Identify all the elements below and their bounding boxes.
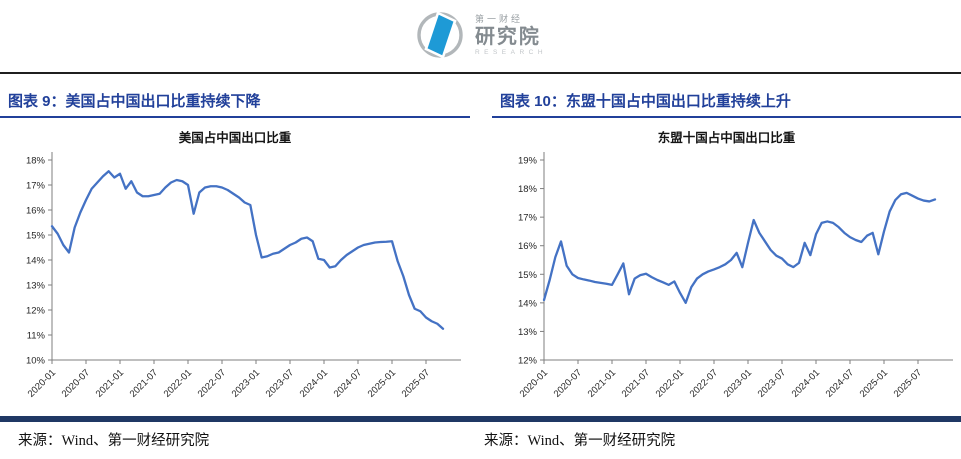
figure-9-chart-title: 美国占中国出口比重 [178,131,292,145]
figures-row: 图表 9：美国占中国出口比重持续下降 美国占中国出口比重 10% 11% 12% 13… [0,88,961,416]
y-tick-label: 12% [518,356,538,367]
y-tick-label: 17% [26,181,46,192]
x-tick-label: 2021-01 [94,367,126,399]
us-share-line-chart: 10% 11% 12% 13% 14% 15% 16% 17% 18% 2020-01 2020-0… [0,148,470,416]
x-tick-label: 2020-01 [518,367,550,399]
y-tick-label: 17% [518,213,538,224]
x-tick-label: 2025-07 [400,367,432,399]
figure-10-label: 图表 10：东盟十国占中国出口比重持续上升 [492,88,961,118]
x-tick-label: 2024-01 [790,367,822,399]
x-tick-label: 2025-01 [366,367,398,399]
x-tick-label: 2021-01 [586,367,618,399]
figure-10-chart-title: 东盟十国占中国出口比重 [657,131,796,145]
trend-line [542,191,937,305]
figure-9-label: 图表 9：美国占中国出口比重持续下降 [0,88,470,118]
x-tick-label: 2022-01 [162,367,194,399]
x-tick-label: 2024-01 [298,367,330,399]
figure-10-source: 来源：Wind、第一财经研究院 [484,433,676,449]
y-tick-label: 16% [26,206,46,217]
x-tick-label: 2022-07 [196,367,228,399]
y-tick-label: 13% [518,327,538,338]
x-tick-label: 2024-07 [332,367,364,399]
y-tick-label: 18% [518,184,538,195]
x-tick-label: 2020-07 [552,367,584,399]
x-tick-label: 2024-07 [824,367,856,399]
brand-sub-label: RESEARCH [474,49,548,57]
x-tick-label: 2022-07 [688,367,720,399]
axes [543,152,953,361]
y-tick-label: 14% [26,256,46,267]
y-tick-label: 13% [26,281,46,292]
x-tick-label: 2022-01 [654,367,686,399]
yicai-logo-icon [414,5,466,68]
x-tick-label: 2021-07 [128,367,160,399]
bottom-divider-bar [0,416,961,422]
x-tick-label: 2025-07 [892,367,924,399]
x-tick-label: 2020-07 [60,367,92,399]
figure-9-source: 来源：Wind、第一财经研究院 [18,433,210,449]
y-tick-label: 12% [26,306,46,317]
x-tick-label: 2021-07 [620,367,652,399]
y-tick-label: 15% [26,231,46,242]
x-tick-label: 2023-07 [756,367,788,399]
x-tick-label: 2023-01 [230,367,262,399]
y-tick-label: 16% [518,241,538,252]
x-tick-label: 2025-01 [858,367,890,399]
y-tick-label: 11% [27,331,46,342]
y-tick-label: 10% [26,356,46,367]
y-tick-label: 18% [26,156,46,167]
figure-9: 图表 9：美国占中国出口比重持续下降 美国占中国出口比重 10% 11% 12% 13… [0,88,470,416]
y-tick-label: 14% [518,298,538,309]
y-tick-label: 19% [518,156,538,167]
x-tick-label: 2023-01 [722,367,754,399]
logo: 第一财经 研究院 RESEARCH [0,0,961,68]
axes [51,152,461,361]
x-tick-label: 2023-07 [264,367,296,399]
figure-10: 图表 10：东盟十国占中国出口比重持续上升 东盟十国占中国出口比重 12% 13%… [492,88,961,416]
top-divider [0,72,961,74]
y-tick-label: 15% [518,270,538,281]
x-tick-label: 2020-01 [26,367,58,399]
trend-line [50,170,445,330]
sources-row: 来源：Wind、第一财经研究院 来源：Wind、第一财经研究院 [0,429,961,450]
asean-share-line-chart: 12% 13% 14% 15% 16% 17% 18% 19% 2020-01 2020-07 20… [492,148,961,416]
brand-top-label: 第一财经 [474,14,523,25]
brand-main-label: 研究院 [474,26,541,49]
